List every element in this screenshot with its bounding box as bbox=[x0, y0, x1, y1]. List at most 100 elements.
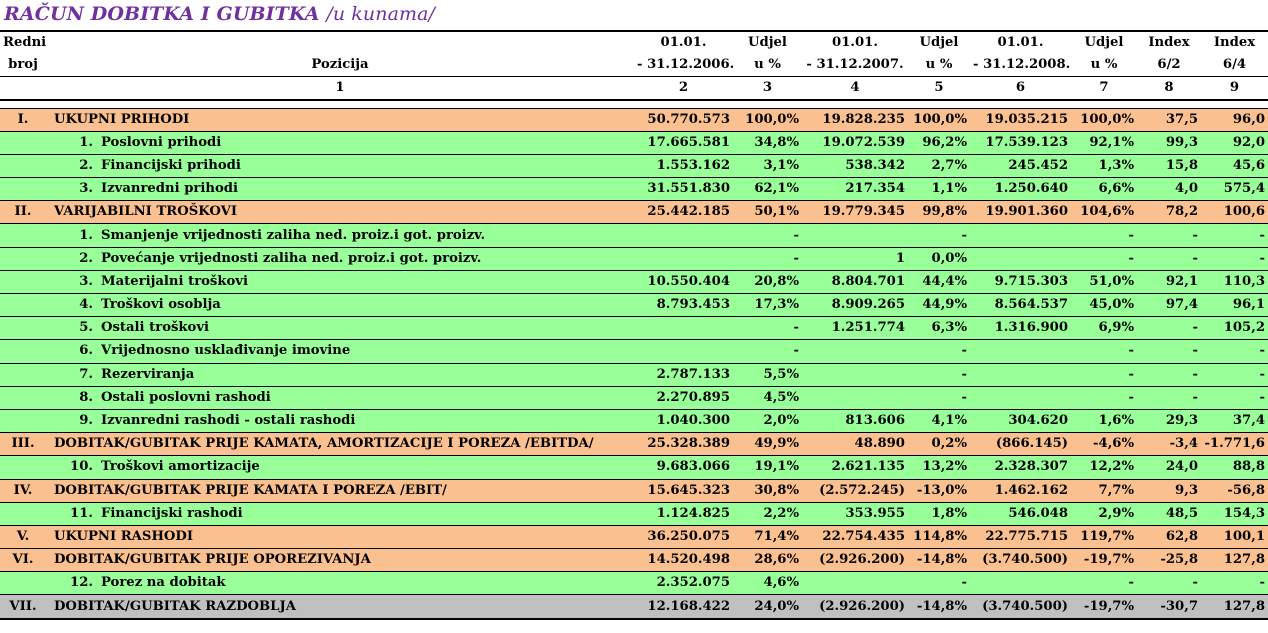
row-sub-number: 2. bbox=[79, 250, 93, 266]
row-value: 25.442.185 bbox=[634, 200, 733, 225]
row-value: 6,9% bbox=[1071, 316, 1137, 341]
row-sub-number: 11. bbox=[70, 505, 93, 521]
row-value bbox=[634, 247, 733, 271]
row-value: 4,0 bbox=[1137, 177, 1201, 202]
row-value: 114,8% bbox=[908, 524, 970, 550]
row-label: Izvanredni rashodi - ostali rashodi bbox=[101, 413, 356, 429]
row-value bbox=[802, 223, 908, 248]
row-value: 49,9% bbox=[733, 432, 802, 457]
row-label-cell: 12. Porez na dobitak bbox=[46, 571, 634, 596]
row-value: - bbox=[908, 571, 970, 596]
row-value: 9,3 bbox=[1137, 478, 1201, 503]
row-value: - bbox=[1137, 316, 1201, 341]
row-value: 217.354 bbox=[802, 177, 908, 202]
spacer-cell bbox=[0, 100, 1268, 108]
row-number bbox=[0, 386, 46, 410]
row-value: 19.779.345 bbox=[802, 200, 908, 225]
row-value: - bbox=[908, 386, 970, 410]
row-sub-number: 1. bbox=[79, 134, 93, 150]
row-value: 8.793.453 bbox=[634, 293, 733, 318]
row-label-cell: 3. Materijalni troškovi bbox=[46, 270, 634, 295]
row-value: 9.683.066 bbox=[634, 455, 733, 480]
row-value: 1.553.162 bbox=[634, 154, 733, 179]
header-cell: 4 bbox=[802, 76, 908, 101]
row-value: -3,4 bbox=[1137, 432, 1201, 457]
row-value: 19,1% bbox=[733, 455, 802, 480]
row-number bbox=[0, 154, 46, 179]
row-value: 62,1% bbox=[733, 177, 802, 202]
header-cell: u % bbox=[908, 54, 970, 77]
row-value: 104,6% bbox=[1071, 200, 1137, 225]
header-cell: 5 bbox=[908, 76, 970, 101]
row-value: 0,0% bbox=[908, 247, 970, 271]
row-sub-number: 1. bbox=[79, 227, 93, 243]
row-value: 2.270.895 bbox=[634, 386, 733, 410]
row-sub-number: 2. bbox=[79, 157, 93, 173]
row-value: - bbox=[1071, 339, 1137, 364]
row-number bbox=[0, 223, 46, 248]
row-value: (2.926.200) bbox=[802, 594, 908, 620]
row-value: - bbox=[1137, 386, 1201, 410]
row-value: 100,6 bbox=[1201, 200, 1268, 225]
row-label: Ostali poslovni rashodi bbox=[101, 389, 271, 405]
row-label-cell: 5. Ostali troškovi bbox=[46, 316, 634, 341]
report-title: RAČUN DOBITKA I GUBITKA /u kunama/ bbox=[4, 3, 435, 25]
row-value: 1.462.162 bbox=[970, 478, 1071, 503]
row-value: 19.901.360 bbox=[970, 200, 1071, 225]
row-label: Troškovi amortizacije bbox=[101, 459, 260, 475]
header-cell: 01.01. bbox=[970, 30, 1071, 54]
row-value bbox=[634, 223, 733, 248]
row-value: 127,8 bbox=[1201, 594, 1268, 620]
row-value: - bbox=[908, 223, 970, 248]
row-number bbox=[0, 247, 46, 271]
report-title-unit: /u kunama/ bbox=[326, 3, 436, 25]
row-value: - bbox=[1137, 247, 1201, 271]
row-value: (3.740.500) bbox=[970, 594, 1071, 620]
header-cell: - 31.12.2007. bbox=[802, 54, 908, 77]
row-label: Poslovni prihodi bbox=[101, 134, 222, 150]
row-value bbox=[634, 316, 733, 341]
table-row: 3. Materijalni troškovi 10.550.404 20,8% 8.8… bbox=[0, 270, 1268, 295]
row-value: 92,0 bbox=[1201, 131, 1268, 155]
table-row: I. UKUPNI PRIHODI 50.770.573 100,0% 19.828.2… bbox=[0, 107, 1268, 132]
header-cell bbox=[46, 30, 634, 54]
row-value: 17.665.581 bbox=[634, 131, 733, 155]
row-number: V. bbox=[0, 524, 46, 550]
row-value: 12.168.422 bbox=[634, 594, 733, 620]
row-value: - bbox=[908, 339, 970, 364]
row-value: 4,1% bbox=[908, 409, 970, 434]
report-title-text: RAČUN DOBITKA I GUBITKA bbox=[4, 3, 320, 25]
row-value: 36.250.075 bbox=[634, 524, 733, 550]
row-value: 17,3% bbox=[733, 293, 802, 318]
row-value: 0,2% bbox=[908, 432, 970, 457]
row-value: 96,1 bbox=[1201, 293, 1268, 318]
row-value: 22.754.435 bbox=[802, 524, 908, 550]
row-value bbox=[802, 363, 908, 387]
row-value: -19,7% bbox=[1071, 548, 1137, 573]
row-number: II. bbox=[0, 200, 46, 225]
row-value: (3.740.500) bbox=[970, 548, 1071, 573]
header-row-numbers: 1 2 3 4 5 6 7 8 9 bbox=[0, 76, 1268, 101]
row-value: 5,5% bbox=[733, 363, 802, 387]
row-value: 99,3 bbox=[1137, 131, 1201, 155]
table-row: 4. Troškovi osoblja 8.793.453 17,3% 8.909.26… bbox=[0, 293, 1268, 318]
row-value: 1.250.640 bbox=[970, 177, 1071, 202]
header-cell: - 31.12.2008. bbox=[970, 54, 1071, 77]
row-value: 8.909.265 bbox=[802, 293, 908, 318]
row-sub-number: 9. bbox=[79, 413, 93, 429]
row-label: Financijski rashodi bbox=[101, 505, 243, 521]
row-value: (2.572.245) bbox=[802, 478, 908, 503]
row-value: -56,8 bbox=[1201, 478, 1268, 503]
row-value: 97,4 bbox=[1137, 293, 1201, 318]
row-value: 62,8 bbox=[1137, 524, 1201, 550]
row-sub-number: 5. bbox=[79, 320, 93, 336]
row-label: Rezerviranja bbox=[101, 366, 195, 382]
row-label: UKUPNI RASHODI bbox=[54, 528, 193, 544]
row-value: 2.352.075 bbox=[634, 571, 733, 596]
row-value: 19.828.235 bbox=[802, 107, 908, 132]
row-label: Materijalni troškovi bbox=[101, 273, 248, 289]
row-sub-number: 3. bbox=[79, 181, 93, 197]
row-value: 19.035.215 bbox=[970, 107, 1071, 132]
header-spacer bbox=[0, 100, 1268, 108]
row-label: Financijski prihodi bbox=[101, 157, 241, 173]
